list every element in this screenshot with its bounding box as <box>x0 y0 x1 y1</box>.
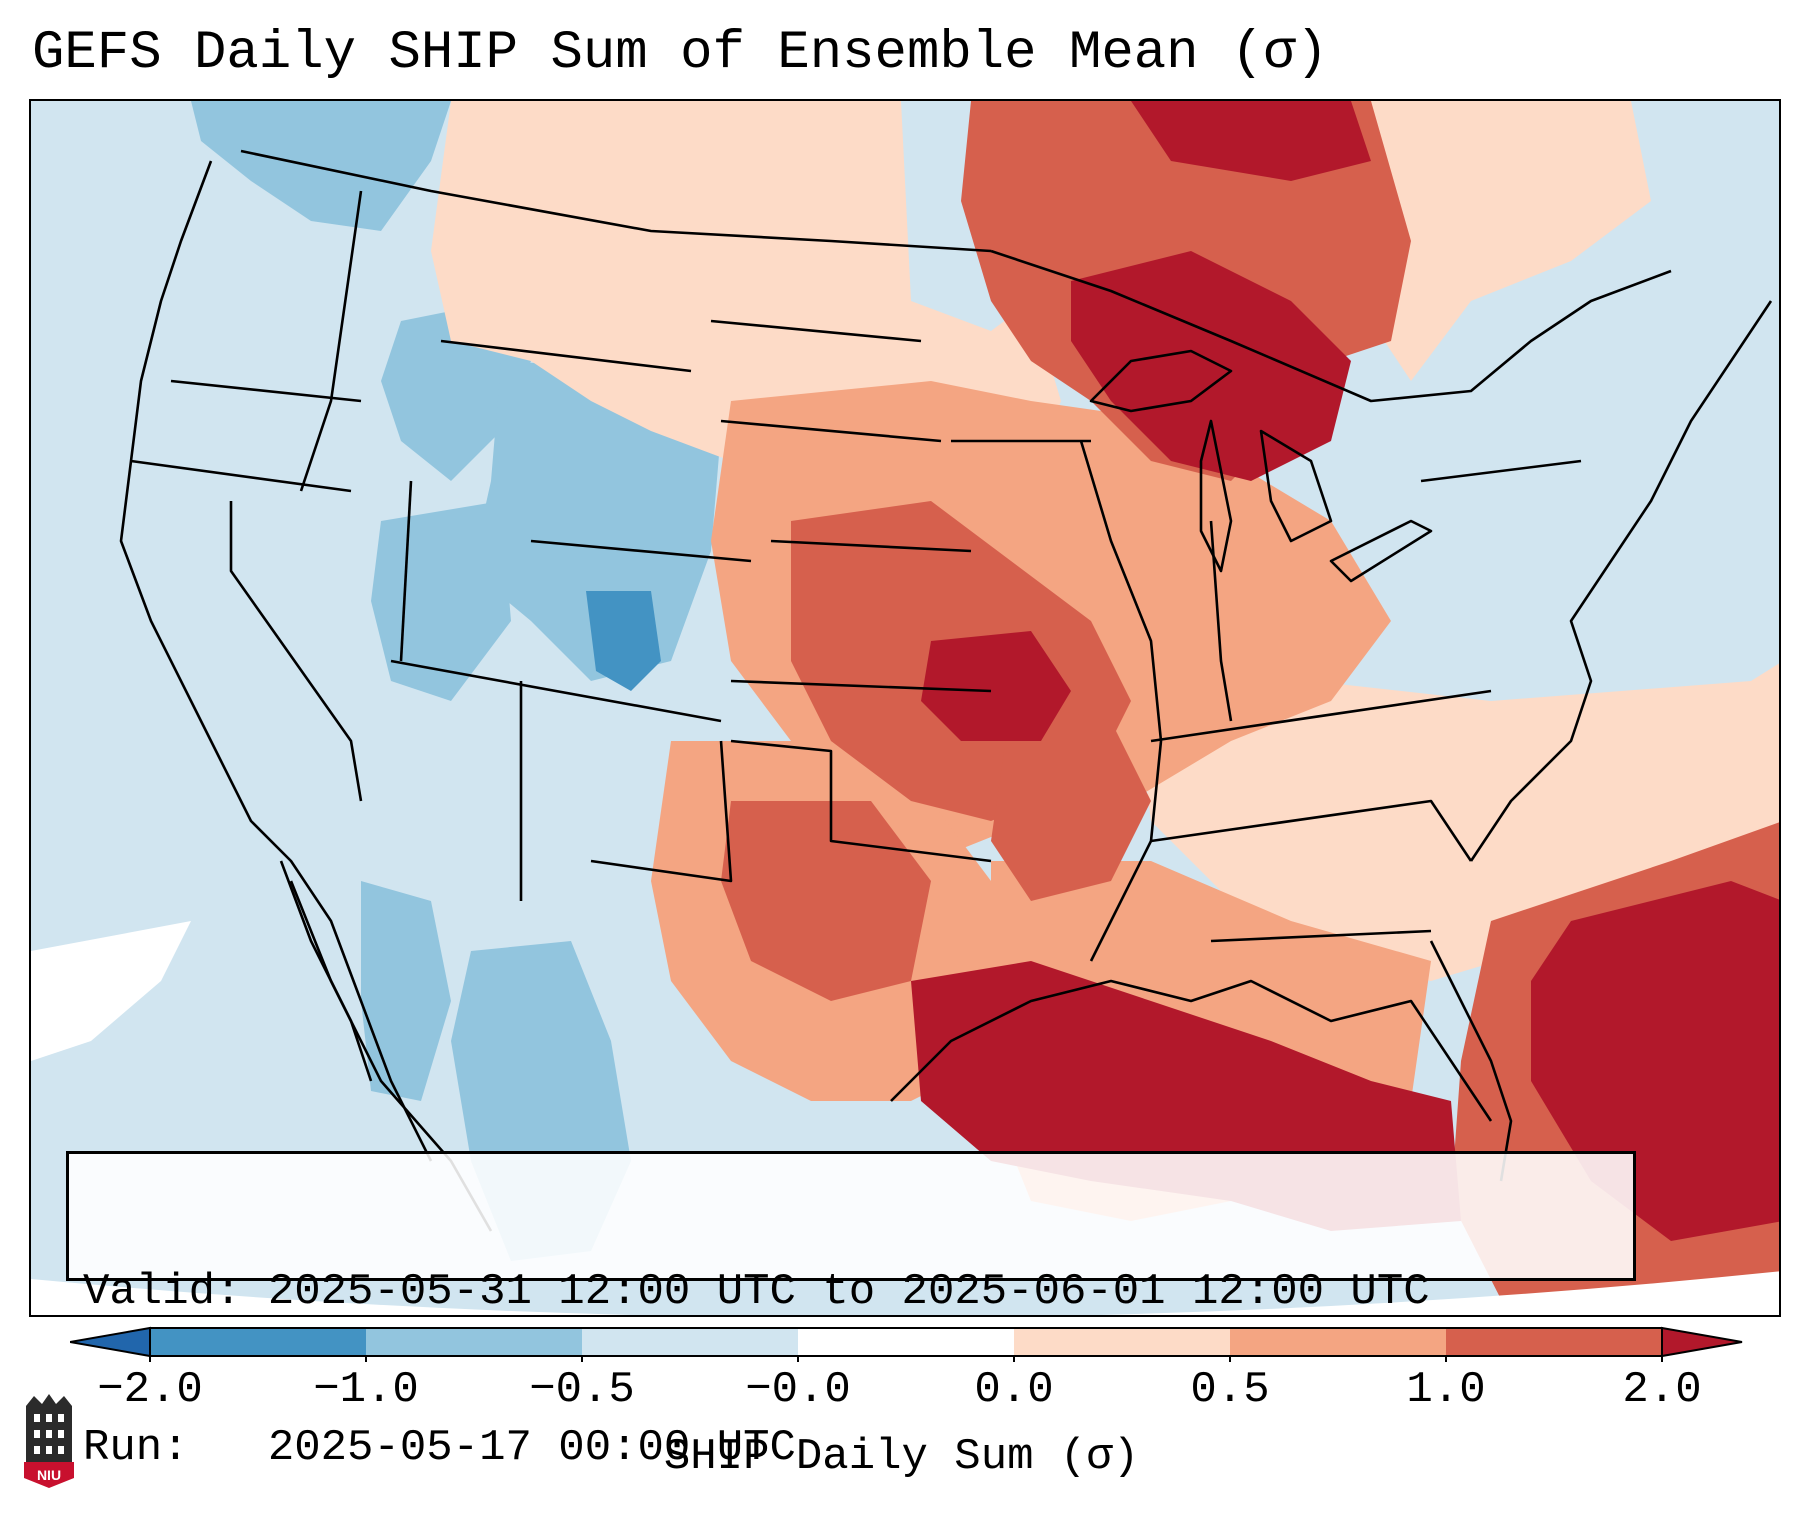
us-canada-border <box>240 149 992 253</box>
anomaly-region-max-great-lakes <box>1071 251 1351 481</box>
great-lake-superior <box>1089 349 1233 413</box>
colorbar-segment-5 <box>1014 1328 1230 1356</box>
logo-window <box>34 1430 40 1438</box>
great-lake-huron <box>1259 429 1333 543</box>
colorbar-segment-1 <box>150 1328 366 1356</box>
state-line-ok-tx <box>730 739 992 863</box>
state-line-pa-ny <box>1420 459 1582 483</box>
state-line-ut-az <box>390 659 722 723</box>
anomaly-region-max-kansas <box>921 631 1071 741</box>
colorbar-outline <box>149 1327 1663 1357</box>
coastline-gulf <box>890 979 1493 1122</box>
logo-window <box>34 1414 40 1422</box>
anomaly-region-pos-northeast <box>1371 101 1651 381</box>
state-line-ga-fl <box>1210 929 1432 943</box>
coastline-west <box>119 160 433 1162</box>
state-line-tn-ky <box>1150 689 1492 743</box>
logo-window <box>34 1446 40 1454</box>
valid-row: Valid: 2025-05-31 12:00 UTC to 2025-06-0… <box>83 1266 1619 1318</box>
colorbar-tick-label: −1.0 <box>313 1365 419 1415</box>
run-row: Run: 2025-05-17 00:00 UTC <box>83 1422 1619 1474</box>
logo-window <box>58 1430 64 1438</box>
state-line-id <box>299 190 363 492</box>
colorbar-segment-4 <box>798 1328 1014 1356</box>
coastline-east <box>1469 300 1773 862</box>
colorbar-ticks <box>149 1356 1663 1362</box>
logo-shield <box>24 1462 74 1488</box>
colorbar-segment-6 <box>1230 1328 1446 1356</box>
colorbar-tick-label: −0.5 <box>529 1365 635 1415</box>
colorbar-tick-label: 0.5 <box>1190 1365 1270 1415</box>
anomaly-region-neg-northwest <box>191 101 451 231</box>
run-value: 2025-05-17 00:00 UTC <box>267 1423 796 1473</box>
colorbar-segment-3 <box>582 1328 798 1356</box>
state-line-ne-ks <box>770 539 972 553</box>
map-canvas <box>31 101 1779 1315</box>
baja-peninsula <box>279 860 373 1082</box>
map-panel <box>29 99 1781 1317</box>
colorbar-segment-2 <box>366 1328 582 1356</box>
state-line-southeast <box>1150 799 1473 862</box>
state-line-wa-or <box>170 379 362 403</box>
us-canada-border-east <box>990 249 1672 403</box>
state-line-mt-wy <box>440 339 692 373</box>
anomaly-region-pos-texas-core <box>721 801 931 1001</box>
anomaly-region-neg-baja <box>361 881 451 1101</box>
state-line-il-in <box>1209 520 1233 722</box>
logo-text: NIU <box>37 1467 61 1483</box>
state-line-or-ca <box>130 459 352 493</box>
colorbar-tick-label: 0.0 <box>974 1365 1054 1415</box>
anomaly-region-neg-colorado-core <box>586 591 661 691</box>
anomaly-region-max-north <box>1131 101 1371 181</box>
anomaly-region-zero-pacific <box>31 921 191 1061</box>
run-label: Run: <box>83 1423 189 1473</box>
state-line-ks-ok <box>730 679 992 693</box>
logo-window <box>58 1414 64 1422</box>
colorbar-tick-label: −2.0 <box>97 1365 203 1415</box>
state-line-mississippi <box>1079 440 1163 962</box>
state-line-nv-ut <box>399 480 413 662</box>
colorbar-tick-label: −0.0 <box>745 1365 851 1415</box>
map-title: GEFS Daily SHIP Sum of Ensemble Mean (σ) <box>32 23 1329 84</box>
state-line-tx-west <box>590 740 733 883</box>
state-line-sd-ne <box>720 419 942 443</box>
logo-window <box>58 1446 64 1454</box>
coastline-florida <box>1429 940 1513 1182</box>
colorbar-tick-label: 2.0 <box>1622 1365 1702 1415</box>
colorbar-extend-high <box>1661 1326 1743 1358</box>
colorbar-extend-low <box>70 1326 151 1358</box>
logo-window <box>46 1446 52 1454</box>
great-lake-michigan <box>1199 419 1233 573</box>
logo-tower <box>26 1394 72 1462</box>
state-line-nd-sd <box>710 319 922 343</box>
logo-window <box>46 1430 52 1438</box>
logo-window <box>46 1414 52 1422</box>
colorbar <box>70 1326 1743 1362</box>
great-lake-erie <box>1329 519 1433 583</box>
state-line-wy-co <box>530 539 752 563</box>
anomaly-region-neg-rockies <box>471 361 721 681</box>
anomaly-region-pos-ozarks <box>991 701 1151 901</box>
colorbar-label: SHIP Daily Sum (σ) <box>663 1432 1140 1482</box>
colorbar-tick-label: 1.0 <box>1406 1365 1486 1415</box>
state-line-ca-nv <box>229 501 363 802</box>
valid-value: 2025-05-31 12:00 UTC to 2025-06-01 12:00… <box>267 1267 1430 1317</box>
colorbar-segment-7 <box>1446 1328 1662 1356</box>
valid-label: Valid: <box>83 1267 242 1317</box>
projection-edge <box>31 1271 1779 1315</box>
niu-logo: NIU <box>24 1394 74 1488</box>
valid-run-info-box: Valid: 2025-05-31 12:00 UTC to 2025-06-0… <box>66 1151 1636 1473</box>
